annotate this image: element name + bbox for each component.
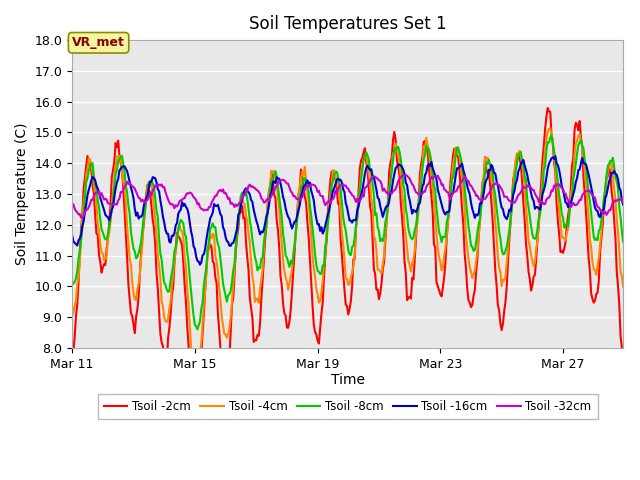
Legend: Tsoil -2cm, Tsoil -4cm, Tsoil -8cm, Tsoil -16cm, Tsoil -32cm: Tsoil -2cm, Tsoil -4cm, Tsoil -8cm, Tsoi… [98, 394, 598, 419]
Tsoil -4cm [506, 230, 513, 236]
Tsoil -8cm [111, 184, 118, 190]
Tsoil -16cm [452, 173, 460, 179]
Tsoil -8cm [494, 216, 502, 222]
Tsoil -32cm [576, 197, 584, 203]
Title: Soil Temperatures Set 1: Soil Temperatures Set 1 [249, 15, 447, 33]
Text: VR_met: VR_met [72, 36, 125, 49]
Tsoil -2cm [506, 236, 513, 241]
Tsoil -32cm [507, 199, 515, 204]
Tsoil -4cm [111, 176, 118, 182]
Tsoil -4cm [547, 125, 554, 131]
Tsoil -8cm [548, 133, 556, 139]
Tsoil -16cm [494, 183, 502, 189]
Tsoil -2cm [68, 352, 76, 358]
Tsoil -2cm [544, 105, 552, 111]
Tsoil -16cm [68, 232, 76, 238]
Tsoil -16cm [576, 167, 584, 172]
Tsoil -32cm [68, 202, 76, 207]
Tsoil -4cm [389, 150, 397, 156]
Line: Tsoil -32cm: Tsoil -32cm [72, 175, 623, 217]
Tsoil -2cm [452, 150, 460, 156]
Tsoil -16cm [389, 178, 397, 184]
Tsoil -2cm [494, 302, 502, 308]
Tsoil -32cm [399, 172, 407, 178]
Tsoil -4cm [68, 313, 76, 319]
Tsoil -8cm [576, 139, 584, 145]
Tsoil -2cm [189, 417, 197, 423]
Tsoil -8cm [68, 279, 76, 285]
X-axis label: Time: Time [331, 373, 365, 387]
Tsoil -4cm [494, 253, 502, 259]
Tsoil -16cm [196, 262, 204, 267]
Tsoil -2cm [389, 137, 397, 143]
Tsoil -8cm [193, 326, 201, 332]
Tsoil -16cm [111, 194, 118, 200]
Tsoil -4cm [576, 132, 584, 137]
Line: Tsoil -4cm: Tsoil -4cm [72, 128, 623, 380]
Tsoil -32cm [77, 215, 85, 220]
Tsoil -16cm [552, 153, 559, 159]
Tsoil -8cm [452, 153, 460, 158]
Tsoil -2cm [576, 118, 584, 124]
Tsoil -2cm [620, 359, 627, 364]
Tsoil -32cm [112, 201, 120, 207]
Line: Tsoil -8cm: Tsoil -8cm [72, 136, 623, 329]
Tsoil -8cm [389, 157, 397, 163]
Tsoil -8cm [620, 239, 627, 244]
Tsoil -32cm [389, 188, 397, 193]
Line: Tsoil -16cm: Tsoil -16cm [72, 156, 623, 264]
Tsoil -4cm [192, 377, 200, 383]
Tsoil -8cm [506, 228, 513, 233]
Tsoil -32cm [453, 187, 461, 193]
Y-axis label: Soil Temperature (C): Soil Temperature (C) [15, 123, 29, 265]
Tsoil -4cm [620, 284, 627, 289]
Tsoil -2cm [111, 158, 118, 164]
Tsoil -32cm [495, 182, 503, 188]
Tsoil -16cm [620, 202, 627, 207]
Tsoil -32cm [620, 199, 627, 204]
Tsoil -16cm [506, 207, 513, 213]
Tsoil -4cm [452, 145, 460, 151]
Line: Tsoil -2cm: Tsoil -2cm [72, 108, 623, 420]
